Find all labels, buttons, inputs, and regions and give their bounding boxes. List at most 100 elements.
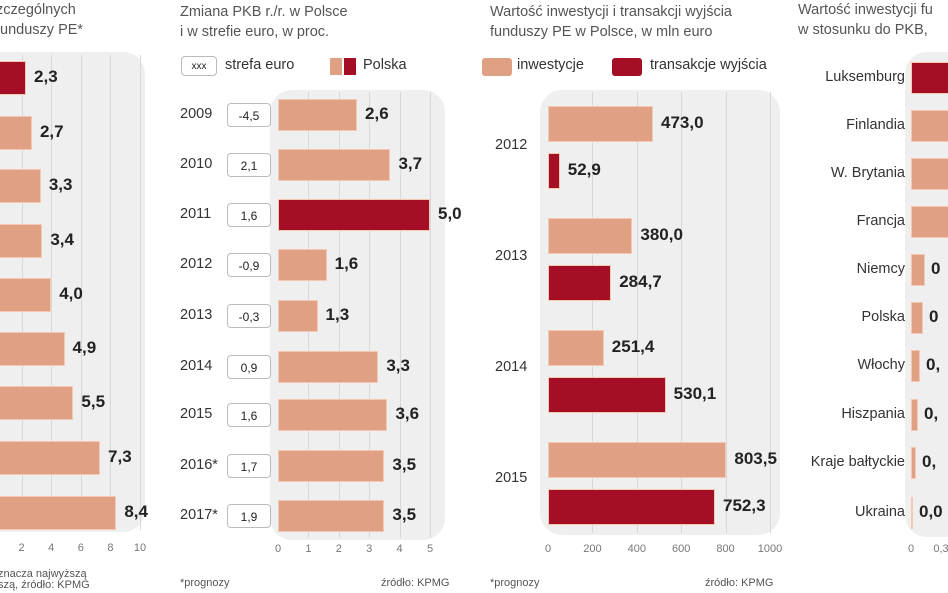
data-label: 2,7	[39, 122, 64, 141]
year-label: 2015	[495, 470, 528, 486]
bar-polska	[278, 500, 385, 532]
year-label: 2017*	[180, 507, 218, 523]
data-label: 0,0	[919, 502, 943, 521]
legend-invest-label: inwestycje	[517, 57, 584, 73]
country-label: Włochy	[857, 357, 905, 373]
x-tick-label: 4	[48, 542, 55, 554]
bar	[911, 206, 948, 238]
bar	[911, 110, 948, 142]
chart-title-line: w stosunku do PKB,	[798, 22, 928, 38]
bar-investment	[548, 330, 604, 366]
data-label: 5,5	[81, 392, 106, 411]
bar-polska	[278, 199, 430, 231]
data-label: 52,9	[567, 160, 601, 179]
bar-exit	[548, 265, 612, 301]
data-label: 3,5	[392, 455, 417, 474]
year-label: 2014	[495, 359, 528, 375]
bar	[0, 332, 65, 366]
data-label: 5,0	[438, 204, 462, 223]
country-label: Niemcy	[856, 261, 905, 277]
bar-polska	[278, 300, 318, 332]
euro-value-box: 1,9	[227, 504, 271, 528]
euro-value-box: -0,9	[227, 253, 271, 277]
country-label: Finlandia	[846, 117, 905, 133]
x-tick-label: 0,3	[933, 543, 948, 555]
country-label: Polska	[861, 309, 905, 325]
footnote-left: *prognozy	[180, 577, 230, 589]
data-label: 3,3	[48, 175, 73, 194]
legend-poland-swatch-light	[330, 58, 342, 75]
chart-title-line: Zmiana PKB r./r. w Polsce	[180, 4, 348, 20]
data-label: 3,3	[386, 356, 410, 375]
bar	[911, 447, 916, 479]
euro-value-box: 1,6	[227, 403, 271, 427]
data-label: 251,4	[611, 337, 655, 356]
data-label: 0	[931, 259, 941, 278]
gridline	[110, 55, 112, 530]
legend-exit-label: transakcje wyjścia	[650, 57, 767, 73]
bar-investment	[548, 106, 653, 142]
data-label: 2,6	[365, 104, 389, 123]
bar	[0, 386, 74, 420]
data-label: 3,7	[398, 154, 423, 173]
country-label: Hiszpania	[841, 406, 905, 422]
data-label: 0,	[924, 404, 939, 423]
footnote-right: źródło: KPMG	[381, 577, 450, 589]
x-tick-label: 1	[305, 543, 312, 555]
year-label: 2013	[180, 307, 213, 323]
bar-investment	[548, 442, 727, 478]
country-label: Kraje bałtyckie	[810, 454, 905, 470]
bar-exit	[548, 489, 715, 525]
data-label: 3,5	[392, 505, 417, 524]
bar-exit	[548, 153, 560, 189]
country-label: W. Brytania	[830, 165, 905, 181]
year-label: 2014	[180, 358, 213, 374]
data-label: 8,4	[124, 502, 148, 521]
country-label: Ukraina	[855, 504, 905, 520]
data-label: 0,	[922, 452, 937, 471]
x-tick-label: 600	[672, 543, 691, 555]
data-label: 1,3	[325, 305, 350, 324]
bar	[0, 116, 32, 150]
bar	[911, 302, 923, 334]
bar-polska	[278, 399, 388, 431]
x-tick-label: 2	[335, 543, 342, 555]
chart-title-line: funduszy PE w Polsce, w mln euro	[490, 24, 713, 40]
x-tick-label: 6	[77, 542, 84, 554]
year-label: 2015	[180, 406, 213, 422]
bar	[0, 278, 52, 312]
euro-value-box: 1,7	[227, 454, 271, 478]
x-tick-label: 0	[544, 543, 552, 555]
chart-title-line: zczególnych	[0, 2, 76, 18]
euro-value-box: 1,6	[227, 203, 271, 227]
bar	[911, 350, 920, 382]
data-label: 4,9	[72, 338, 97, 357]
legend-poland-swatch-dark	[344, 58, 356, 75]
data-label: 530,1	[673, 384, 717, 403]
data-label: 0	[929, 307, 939, 326]
country-label: Luksemburg	[825, 69, 905, 85]
bar	[0, 169, 41, 203]
x-tick-label: 8	[107, 542, 114, 554]
data-label: 284,7	[619, 272, 662, 291]
legend-poland-label: Polska	[363, 57, 407, 73]
year-label: 2010	[180, 156, 213, 172]
country-label: Francja	[856, 213, 905, 229]
year-label: 2012	[180, 256, 213, 272]
bar-polska	[278, 450, 385, 482]
bar-polska	[278, 99, 358, 131]
bar-polska	[278, 351, 379, 383]
x-tick-label: 400	[627, 543, 646, 555]
bar	[0, 224, 43, 258]
gridline	[592, 92, 594, 533]
bar	[911, 254, 925, 286]
bar	[0, 441, 101, 475]
year-label: 2013	[495, 248, 528, 264]
data-label: 0,	[926, 355, 941, 374]
gridline	[140, 55, 141, 530]
gridline	[51, 55, 53, 530]
legend-invest-swatch	[482, 58, 512, 76]
data-label: 7,3	[108, 447, 132, 466]
data-label: 380,0	[640, 225, 683, 244]
bar	[0, 496, 117, 530]
